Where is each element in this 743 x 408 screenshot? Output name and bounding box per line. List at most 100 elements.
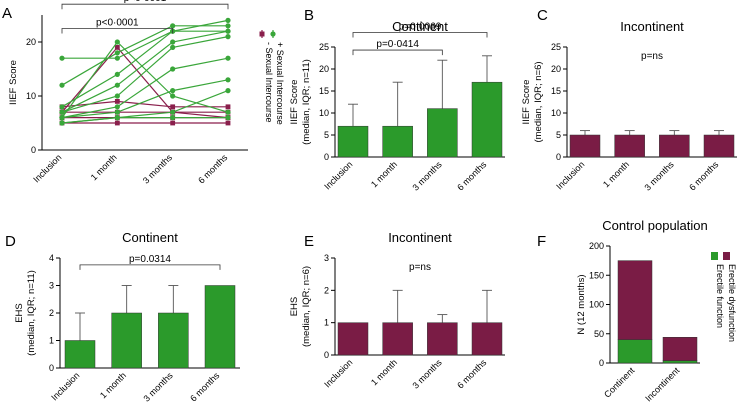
y-axis-label-B: (median, IQR; n=11) [301, 59, 312, 145]
center-note-C: p=ns [641, 51, 663, 62]
x-tick-label-E: 1 month [369, 357, 399, 387]
bar [569, 134, 601, 158]
x-tick-label-C: Inclusion [554, 159, 586, 191]
series-line-plus [61, 116, 228, 124]
data-point-plus [170, 93, 176, 99]
y-axis-label-E: (median, IQR; n=6) [301, 266, 312, 347]
stacked-bar-segment [662, 337, 698, 361]
panel-letter-b: B [304, 7, 314, 24]
legend-label-plus: + Sexual Intercourse [275, 42, 285, 125]
significance-label-D: p=0.0314 [129, 254, 171, 265]
x-tick-label-F: Incontinent [643, 365, 682, 404]
x-tick-label-A: 3 months [141, 152, 175, 186]
y-axis-label-B: IIEF Score [289, 80, 300, 125]
y-tick-label-A: 10 [26, 91, 36, 101]
bar [614, 134, 645, 158]
panel-letter-e: E [304, 233, 314, 250]
significance-label-B: p=0·0414 [376, 39, 419, 50]
significance-label-B: p=0·0069 [399, 21, 442, 32]
data-point-plus [225, 115, 231, 121]
data-point-minus [114, 99, 120, 104]
data-point-plus [59, 115, 65, 121]
data-point-plus [170, 39, 176, 45]
data-point-plus [225, 55, 231, 61]
legend-swatch-0 [711, 252, 718, 260]
y-axis-label-F: N (12 months) [576, 274, 587, 334]
significance-bracket-B [352, 32, 488, 38]
y-tick-label-A: 0 [31, 145, 36, 155]
data-point-minus [114, 120, 120, 126]
data-point-plus [225, 88, 231, 94]
y-tick-label-F: 100 [589, 300, 604, 310]
bar [703, 134, 735, 158]
data-point-minus [170, 104, 176, 110]
y-axis-label-D: EHS [14, 303, 25, 323]
y-tick-label-C: 25 [551, 42, 561, 52]
data-point-plus [59, 104, 65, 110]
data-point-plus [114, 55, 120, 61]
series-line-plus [61, 36, 229, 113]
legend-marker-plus [270, 31, 276, 37]
data-point-plus [59, 82, 65, 88]
data-point-plus [170, 115, 176, 121]
y-tick-label-C: 15 [551, 86, 561, 96]
series-line-plus [61, 30, 228, 108]
data-point-plus [114, 50, 120, 56]
significance-bracket-A [61, 3, 229, 10]
x-tick-label-E: 3 months [410, 357, 444, 391]
y-axis-label-A: IIEF Score [8, 60, 19, 105]
data-point-plus [225, 77, 231, 83]
chart-title-E: Incontinent [388, 230, 452, 245]
series-line-plus [61, 25, 228, 86]
y-tick-label-F: 0 [599, 358, 604, 368]
data-point-plus [114, 82, 120, 88]
x-tick-label-F: Continent [602, 365, 637, 400]
data-point-plus [59, 55, 65, 61]
y-tick-label-B: 25 [319, 42, 329, 52]
x-tick-label-B: Inclusion [322, 159, 354, 191]
legend-swatch-1 [723, 252, 730, 260]
data-point-plus [114, 104, 120, 110]
series-line-plus [61, 41, 229, 118]
data-point-minus [225, 104, 231, 110]
significance-bracket-D [79, 264, 221, 270]
y-tick-label-D: 2 [49, 308, 54, 318]
x-tick-label-C: 6 months [687, 159, 721, 193]
bar [64, 340, 96, 369]
bar [337, 125, 369, 158]
stacked-bar-segment [662, 360, 698, 364]
stacked-bar-segment [617, 260, 653, 340]
y-tick-label-E: 3 [324, 253, 329, 263]
legend-label-minus: - Sexual Intercourse [264, 42, 274, 123]
x-tick-label-E: Inclusion [322, 357, 354, 389]
y-tick-label-D: 3 [49, 281, 54, 291]
significance-label-A: p<0·0001 [96, 18, 139, 29]
bar [471, 322, 503, 356]
legend-label-1: Erectile dysfunction [727, 264, 737, 342]
significance-bracket-A [61, 28, 174, 34]
y-tick-label-F: 150 [589, 270, 604, 280]
panel-letter-c: C [537, 7, 548, 24]
y-tick-label-E: 1 [324, 318, 329, 328]
y-tick-label-E: 0 [324, 350, 329, 360]
series-line-plus [61, 57, 229, 119]
legend-marker-minus [259, 31, 265, 37]
x-tick-label-C: 3 months [642, 159, 676, 193]
y-tick-label-F: 200 [589, 241, 604, 251]
x-tick-label-D: 1 month [98, 370, 128, 400]
chart-title-D: Continent [122, 230, 178, 245]
x-tick-label-C: 1 month [601, 159, 631, 189]
y-tick-label-C: 10 [551, 108, 561, 118]
y-axis-label-C: IIEF Score [521, 80, 532, 125]
bar [427, 322, 458, 356]
data-point-plus [170, 109, 176, 115]
x-tick-label-D: 6 months [188, 370, 222, 404]
panel-letter-a: A [2, 5, 12, 22]
x-tick-label-B: 3 months [410, 159, 444, 193]
x-tick-label-E: 6 months [455, 357, 489, 391]
significance-label-A: p<0·0001 [124, 0, 167, 4]
bar [382, 125, 413, 158]
data-point-plus [59, 109, 65, 115]
bar [111, 312, 142, 369]
